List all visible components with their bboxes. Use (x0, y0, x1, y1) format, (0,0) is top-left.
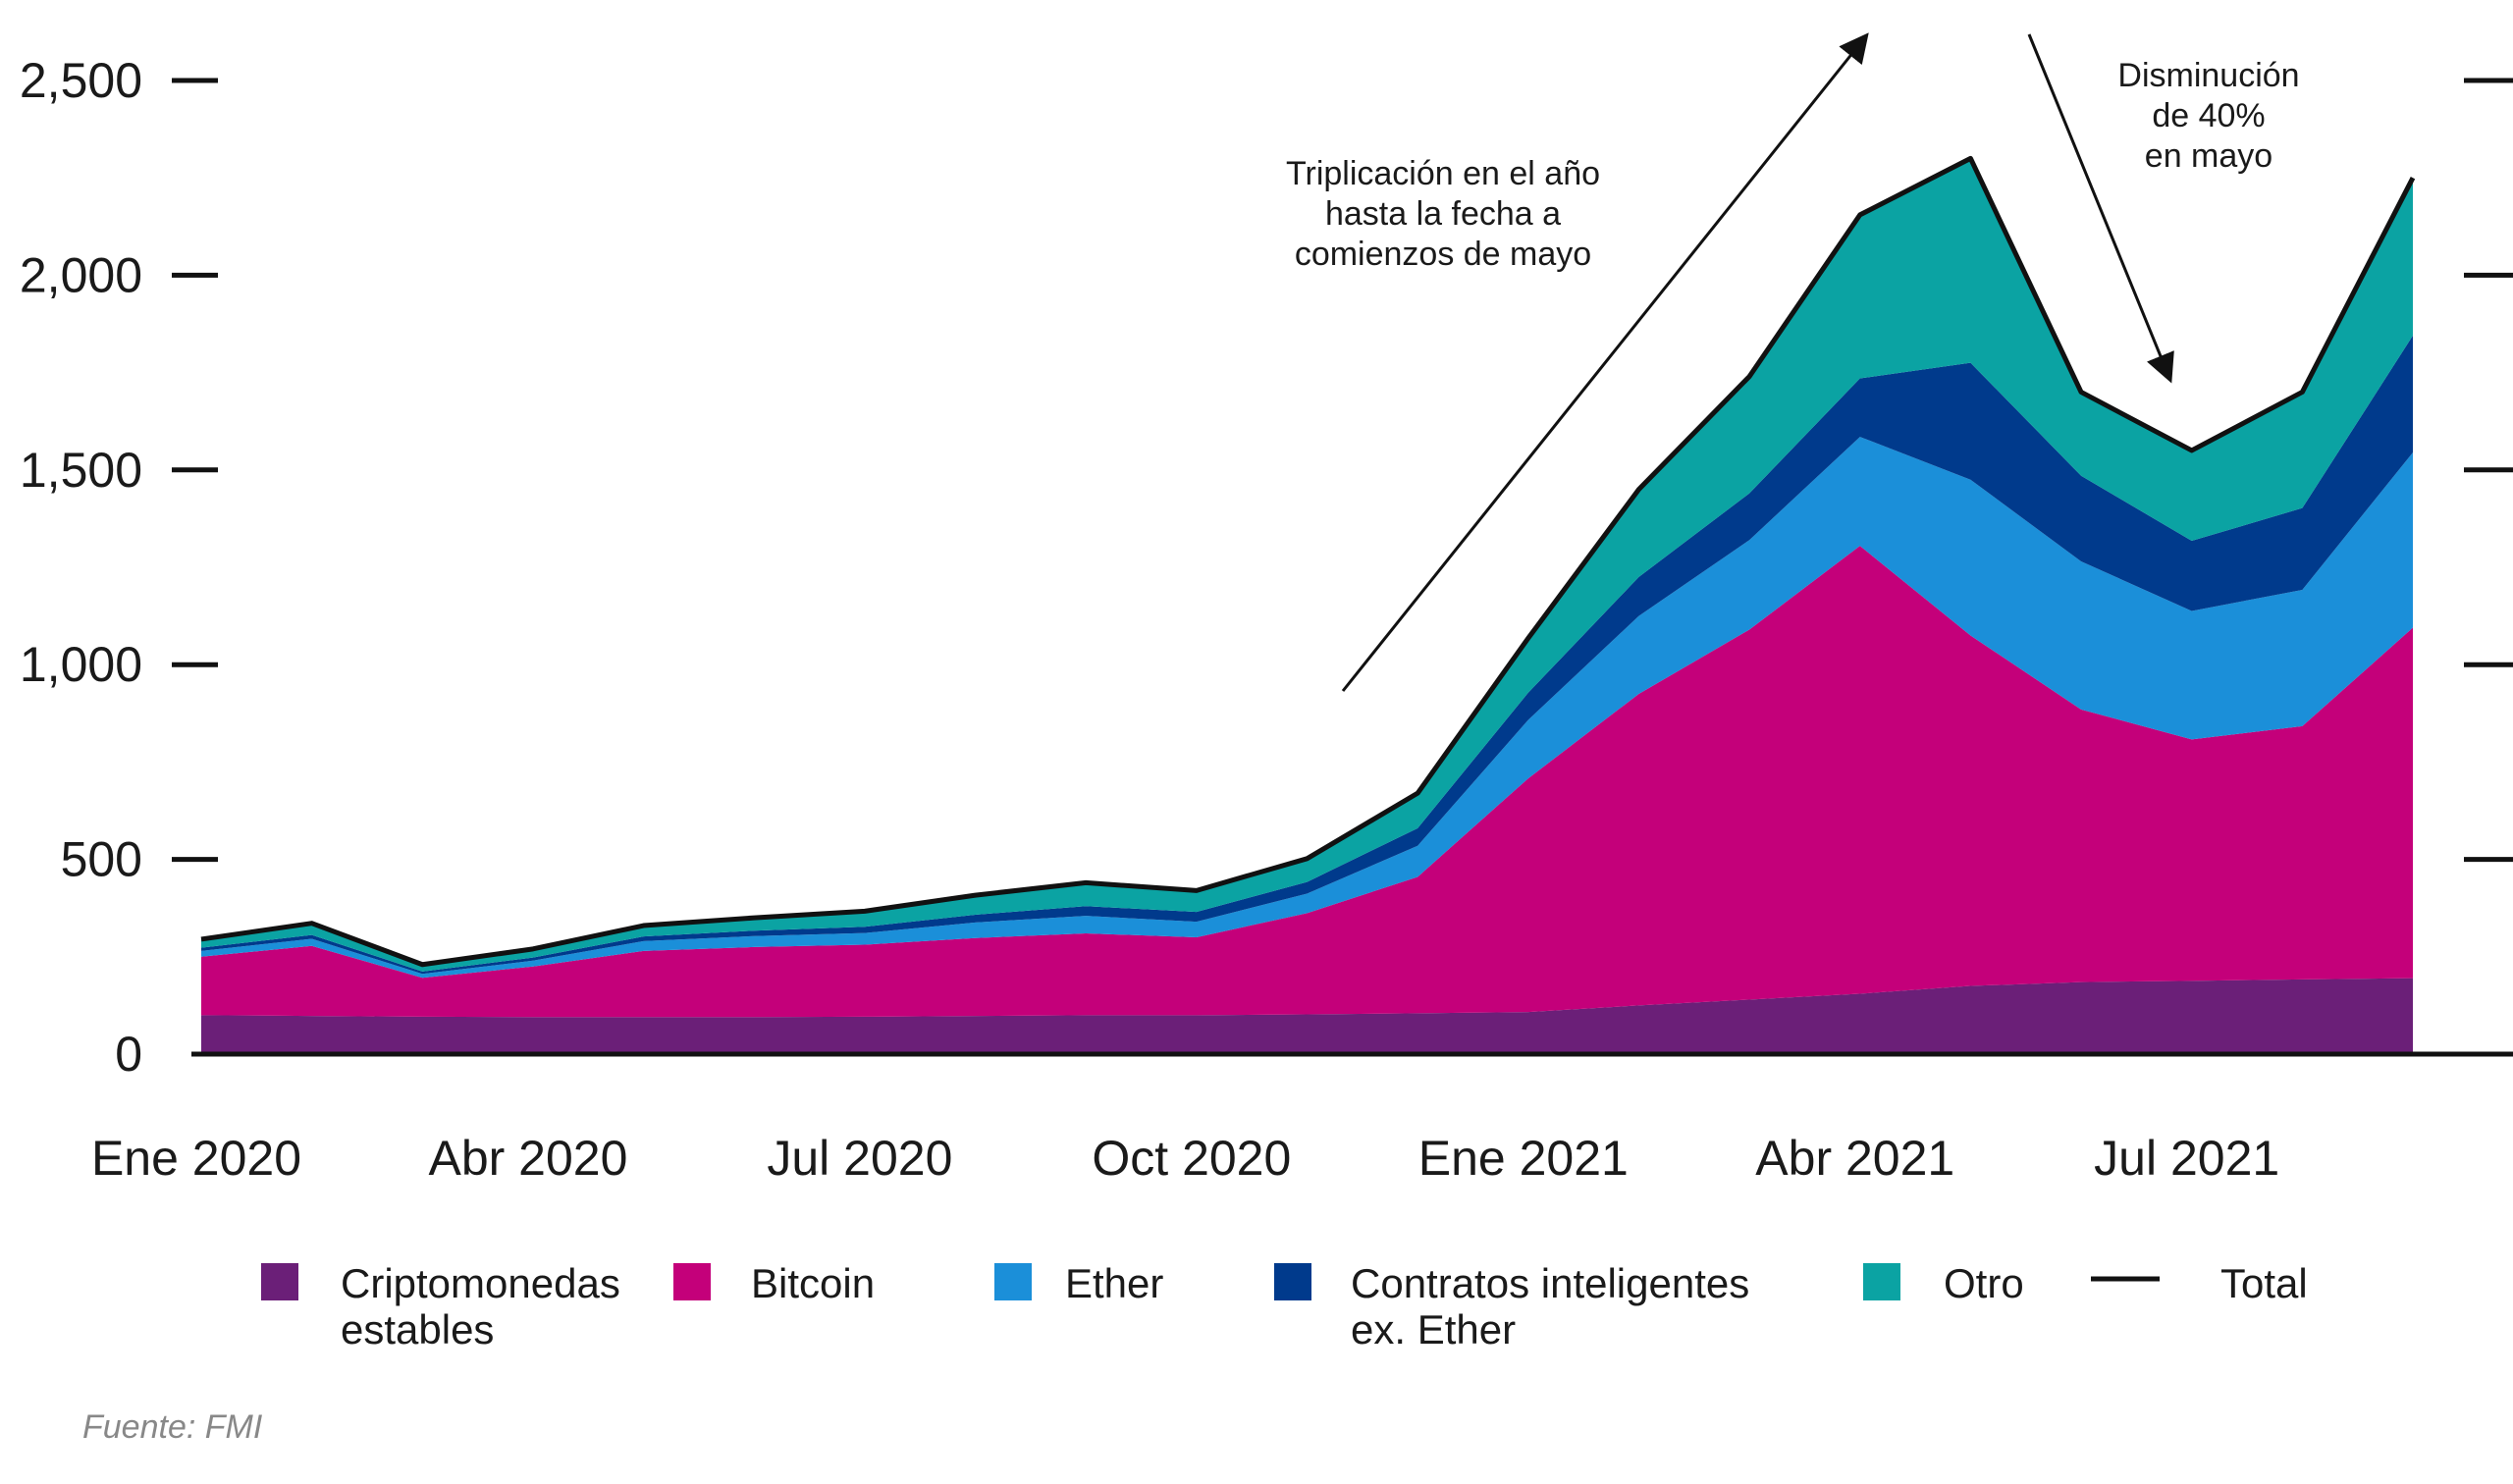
annotation-line: en mayo (2145, 137, 2272, 175)
legend-swatch (994, 1263, 1032, 1300)
x-tick-label: Jul 2021 (2094, 1131, 2279, 1186)
legend-swatch (1274, 1263, 1311, 1300)
y-tick-label: 500 (61, 832, 142, 887)
y-tick-label: 1,500 (20, 443, 142, 498)
legend-label: Ether (1065, 1260, 1163, 1306)
legend-label: Criptomonedas (341, 1260, 620, 1306)
legend-item: Ether (994, 1260, 1163, 1306)
legend-swatch (673, 1263, 711, 1300)
total-line-group (200, 155, 2416, 968)
legend-swatch (1863, 1263, 1900, 1300)
annotation-line: Triplicación en el año (1286, 155, 1600, 192)
area-bitcoin (201, 546, 2413, 1018)
y-tick-label: 0 (115, 1027, 142, 1082)
x-axis: Ene 2020 Abr 2020 Jul 2020 Oct 2020 Ene 2021… (91, 1131, 2279, 1186)
source-note: Fuente: FMI (82, 1408, 263, 1446)
y-tick-label: 2,500 (20, 53, 142, 108)
y-axis: 0 500 1,000 1,500 2,000 2,500 (20, 53, 2513, 1082)
x-tick-label: Oct 2020 (1092, 1131, 1291, 1186)
legend-label: Otro (1944, 1260, 2024, 1306)
total-line (200, 155, 2416, 968)
area-otro (201, 158, 2413, 972)
legend-label: Bitcoin (751, 1260, 875, 1306)
legend-item: Bitcoin (673, 1260, 875, 1306)
x-tick-label: Abr 2021 (1755, 1131, 1954, 1186)
x-tick-label: Jul 2020 (767, 1131, 952, 1186)
annotation-line: comienzos de mayo (1295, 236, 1591, 273)
legend-label: Total (2220, 1260, 2308, 1306)
x-tick-label: Ene 2021 (1418, 1131, 1629, 1186)
annotation-arrow (2027, 33, 2174, 384)
legend-swatch (261, 1263, 298, 1300)
area-criptomonedas-estables (201, 978, 2413, 1054)
annotation-line: de 40% (2152, 97, 2265, 134)
annotation-line: Disminución (2117, 57, 2299, 94)
x-tick-label: Abr 2020 (428, 1131, 627, 1186)
y-tick-label: 1,000 (20, 637, 142, 692)
legend-item: Total (2091, 1260, 2308, 1306)
legend-label: estables (341, 1306, 494, 1352)
legend-label: ex. Ether (1351, 1306, 1516, 1352)
legend-item: Otro (1863, 1260, 2024, 1306)
legend-label: Contratos inteligentes (1351, 1260, 1749, 1306)
stacked-areas (201, 158, 2413, 1054)
annotation-line: hasta la fecha a (1325, 195, 1561, 233)
x-tick-label: Ene 2020 (91, 1131, 301, 1186)
y-tick-label: 2,000 (20, 247, 142, 302)
annotation-arrow (1341, 32, 1869, 692)
